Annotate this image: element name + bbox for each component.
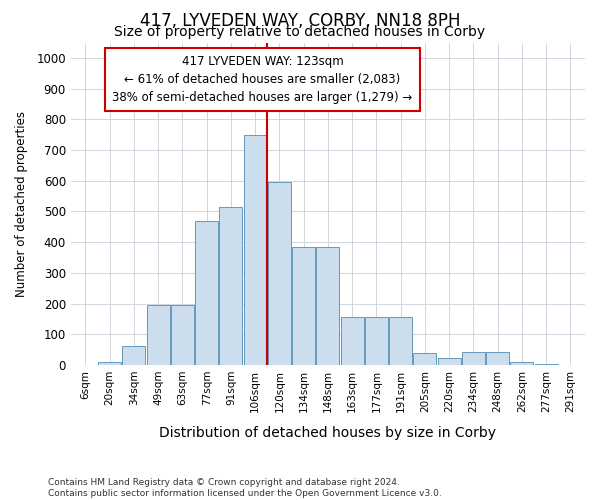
Bar [98,362,121,365]
Bar [146,305,170,365]
Bar [559,364,582,365]
Bar [413,353,436,365]
Bar [220,207,242,365]
Bar [268,182,291,365]
Bar [341,318,364,365]
Bar [122,346,145,365]
Bar [292,247,315,365]
Bar [171,305,194,365]
Bar [437,358,461,365]
Bar [244,134,266,365]
Bar [486,352,509,365]
Text: Size of property relative to detached houses in Corby: Size of property relative to detached ho… [115,25,485,39]
Bar [195,220,218,365]
Text: 417 LYVEDEN WAY: 123sqm
← 61% of detached houses are smaller (2,083)
38% of semi: 417 LYVEDEN WAY: 123sqm ← 61% of detache… [112,55,413,104]
Bar [365,318,388,365]
Bar [462,352,485,365]
Y-axis label: Number of detached properties: Number of detached properties [15,111,28,297]
Text: 417, LYVEDEN WAY, CORBY, NN18 8PH: 417, LYVEDEN WAY, CORBY, NN18 8PH [140,12,460,30]
X-axis label: Distribution of detached houses by size in Corby: Distribution of detached houses by size … [160,426,496,440]
Bar [316,247,340,365]
Text: Contains HM Land Registry data © Crown copyright and database right 2024.
Contai: Contains HM Land Registry data © Crown c… [48,478,442,498]
Bar [535,364,558,365]
Bar [389,318,412,365]
Bar [511,362,533,365]
